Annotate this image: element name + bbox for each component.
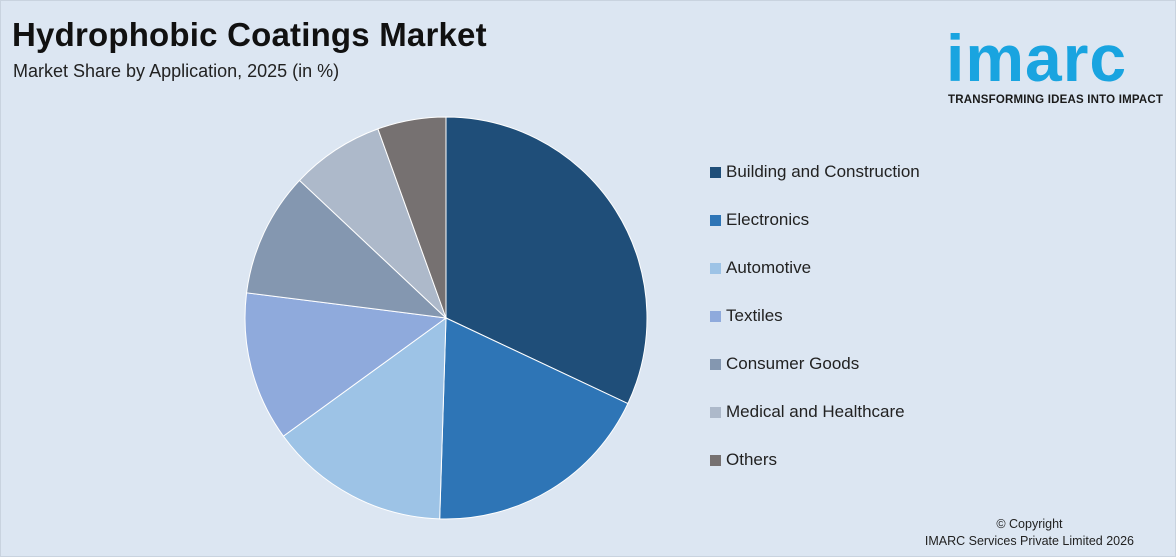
legend-item: Others <box>710 450 920 498</box>
legend-item: Electronics <box>710 210 920 258</box>
copyright-owner: IMARC Services Private Limited 2026 <box>924 534 1134 548</box>
legend-item: Building and Construction <box>710 162 920 210</box>
chart-subtitle: Market Share by Application, 2025 (in %) <box>13 61 340 81</box>
pie-chart <box>244 116 648 520</box>
legend-item: Medical and Healthcare <box>710 402 920 450</box>
chart-legend: Building and Construction Electronics Auto… <box>710 162 920 498</box>
legend-label: Consumer Goods <box>726 354 860 373</box>
legend-item: Consumer Goods <box>710 354 920 402</box>
legend-swatch <box>710 311 721 322</box>
legend-label: Others <box>726 450 778 469</box>
legend-swatch <box>710 359 721 370</box>
legend-swatch <box>710 215 721 226</box>
logo-wordmark: imarc <box>946 21 1128 95</box>
legend-swatch <box>710 167 721 178</box>
legend-swatch <box>710 407 721 418</box>
logo-tagline: TRANSFORMING IDEAS INTO IMPACT <box>948 94 1164 106</box>
pie-slice-medical-and-healthcare <box>298 128 447 319</box>
chart-title: Hydrophobic Coatings Market <box>12 16 487 53</box>
legend-item: Automotive <box>710 258 920 306</box>
pie-slice-electronics <box>439 317 629 520</box>
legend-label: Textiles <box>726 306 783 325</box>
legend-label: Electronics <box>726 210 810 229</box>
copyright-line: © Copyright <box>996 517 1063 531</box>
pie-slice-textiles <box>244 292 448 437</box>
legend-label: Automotive <box>726 258 812 277</box>
legend-item: Textiles <box>710 306 920 354</box>
pie-slice-automotive <box>282 316 447 520</box>
imarc-logo: imarc TRANSFORMING IDEAS INTO IMPACT <box>946 10 1172 110</box>
pie-slice-others <box>377 116 447 319</box>
legend-label: Building and Construction <box>726 162 920 181</box>
pie-slice-building-and-construction <box>445 116 648 405</box>
legend-label: Medical and Healthcare <box>726 402 905 421</box>
pie-slice-consumer-goods <box>246 179 448 319</box>
legend-swatch <box>710 455 721 466</box>
legend-swatch <box>710 263 721 274</box>
copyright-notice: © Copyright IMARC Services Private Limit… <box>925 516 1134 550</box>
